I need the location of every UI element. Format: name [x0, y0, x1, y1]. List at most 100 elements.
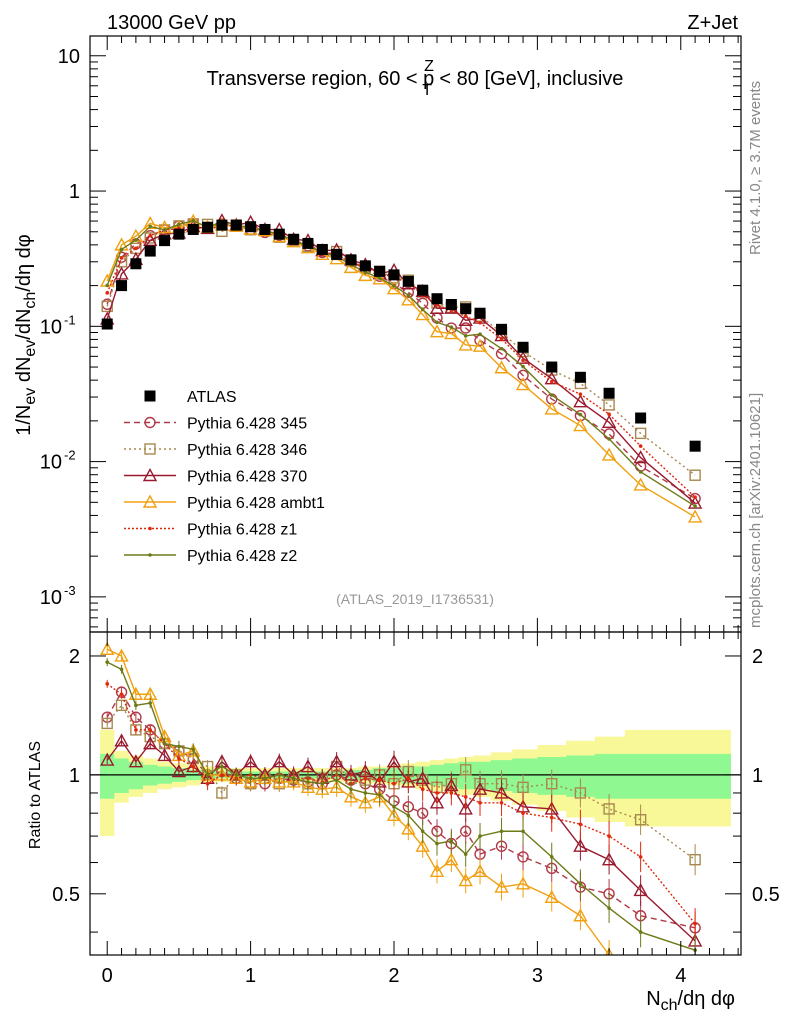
ratio-plot [90, 641, 741, 975]
point-z2 [105, 283, 110, 288]
ratio-point-z2 [463, 852, 468, 856]
data-point [173, 228, 185, 240]
point-ambt1 [544, 401, 559, 415]
ratio-point-z2 [248, 776, 253, 781]
ratio-point-p346 [517, 781, 529, 794]
ratio-point-z1 [478, 800, 482, 805]
ratio-tick-label: 1 [69, 765, 80, 787]
data-point [144, 245, 156, 257]
ratio-point-ambt1 [358, 795, 373, 809]
legend-marker-p345 [144, 416, 156, 429]
ratio-point-z1 [205, 781, 210, 786]
ratio-point-p345 [459, 825, 472, 837]
mcplots-label: mcplots.cern.ch [arXiv:2401.10621] [747, 393, 764, 628]
ratio-point-p370 [114, 733, 129, 747]
ratio-point-p370 [243, 754, 258, 768]
ratio-tick-label-right: 0.5 [752, 884, 780, 906]
ratio-point-p346 [459, 764, 472, 776]
legend-label-data: ATLAS [187, 389, 237, 406]
point-z2 [191, 218, 196, 223]
y-tick-label: 10 [58, 46, 80, 68]
point-z1 [638, 444, 643, 448]
ratio-point-p370 [633, 882, 648, 897]
data-point [431, 293, 443, 305]
ratio-point-ambt1 [415, 838, 430, 852]
point-p370 [143, 232, 158, 247]
ratio-point-z2 [134, 703, 138, 708]
ratio-point-ambt1 [186, 743, 201, 757]
ratio-tick-label: 2 [69, 646, 80, 668]
ratio-point-ambt1 [635, 964, 647, 975]
legend-label-z1: Pythia 6.428 z1 [187, 522, 297, 539]
ratio-point-ambt1 [114, 648, 129, 662]
x-tick-label: 1 [245, 965, 256, 987]
ratio-line-z1 [106, 683, 696, 925]
point-z1 [463, 314, 468, 319]
point-ambt1 [633, 477, 648, 491]
data-point [546, 361, 558, 373]
point-z2 [449, 325, 454, 329]
legend-label-p370: Pythia 6.428 370 [187, 469, 307, 486]
ratio-point-ambt1 [329, 779, 344, 794]
legend: ATLAS Pythia 6.428 345 Pythia 6.428 346 Pyt… [124, 389, 325, 565]
ratio-point-z1 [134, 728, 138, 732]
ratio-point-ambt1 [300, 779, 316, 794]
ratio-point-p346 [634, 814, 647, 826]
ratio-point-z2 [420, 829, 425, 834]
data-point [187, 223, 199, 235]
legend-label-ambt1: Pythia 6.428 ambt1 [187, 495, 325, 512]
legend-label-p345: Pythia 6.428 345 [187, 416, 307, 433]
point-z2 [162, 228, 167, 232]
point-p370 [544, 371, 559, 385]
point-p370 [114, 266, 129, 280]
point-z2 [521, 364, 525, 369]
collision-label: 13000 GeV pp [107, 12, 236, 34]
ratio-point-p370 [157, 747, 172, 762]
data-point [331, 248, 343, 260]
point-z2 [463, 334, 468, 338]
rivet-label: Rivet 4.1.0, ≥ 3.7M events [747, 81, 764, 255]
point-p370 [458, 312, 473, 327]
y-tick-exponent: -3 [64, 583, 76, 598]
ratio-line-p370 [106, 739, 696, 942]
point-ambt1 [573, 418, 588, 432]
ratio-tick-label-right: 2 [752, 646, 763, 668]
ratio-tick-label-right: 1 [752, 765, 763, 787]
point-p370 [601, 414, 617, 429]
point-z1 [499, 337, 504, 341]
legend-label-p346: Pythia 6.428 346 [187, 442, 307, 459]
data-point [388, 269, 400, 281]
ratio-point-z2 [119, 667, 124, 672]
point-z1 [134, 246, 138, 251]
ratio-point-p346 [216, 787, 228, 799]
ratio-point-z2 [499, 829, 504, 834]
point-p370 [573, 394, 588, 408]
point-ambt1 [358, 267, 373, 282]
ratio-point-z1 [521, 811, 525, 815]
point-ambt1 [472, 338, 488, 352]
ratio-point-z1 [578, 822, 583, 827]
ratio-point-ambt1 [315, 781, 330, 795]
legend-marker-z2 [148, 553, 152, 557]
data-point [574, 371, 586, 383]
process-label: Z+Jet [687, 12, 738, 34]
ratio-point-z2 [205, 773, 210, 777]
ratio-point-ambt1 [458, 873, 473, 887]
ratio-point-z1 [148, 728, 153, 732]
ratio-point-p346 [574, 787, 587, 799]
ratio-point-z2 [177, 744, 181, 749]
x-tick-label: 3 [532, 965, 543, 987]
point-p346 [101, 300, 113, 313]
ratio-point-z2 [320, 781, 325, 786]
point-ambt1 [687, 509, 703, 523]
point-ambt1 [157, 220, 172, 234]
point-z1 [148, 233, 153, 238]
data-point [159, 235, 171, 247]
data-point [474, 307, 486, 319]
data-point [517, 341, 529, 353]
ratio-point-ambt1 [100, 641, 115, 655]
ratio-line-p346 [106, 704, 696, 861]
ratio-point-z2 [607, 906, 611, 910]
ratio-point-ambt1 [494, 879, 509, 893]
point-z1 [549, 379, 554, 384]
